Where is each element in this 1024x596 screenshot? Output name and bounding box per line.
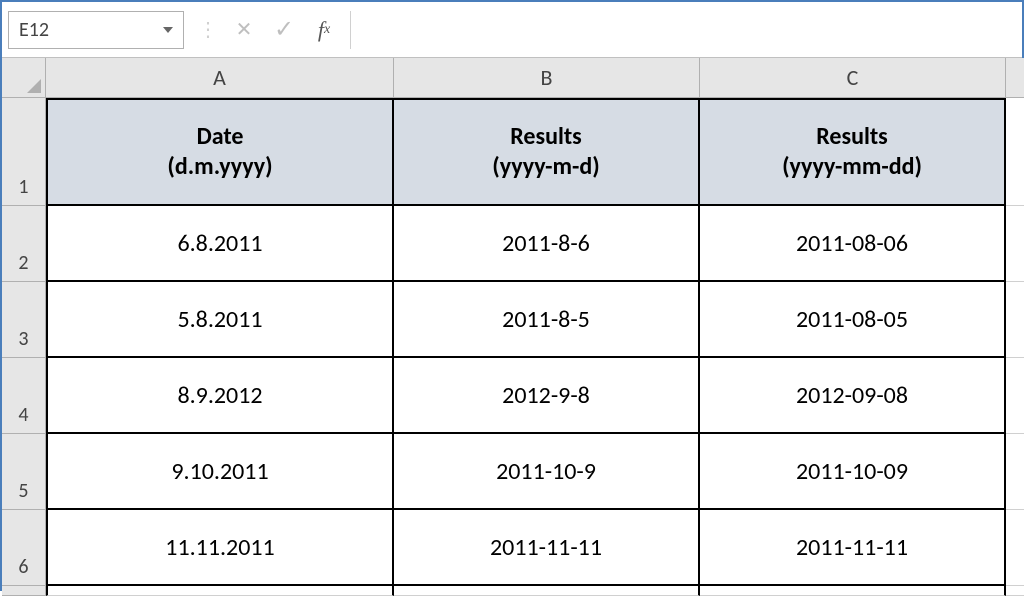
table-header[interactable]: Results (yyyy-mm-dd)	[700, 98, 1006, 206]
table-cell[interactable]: 2011-8-6	[394, 206, 700, 282]
empty-cell	[1006, 510, 1024, 586]
row-head-1[interactable]: 1	[2, 98, 46, 206]
table-header[interactable]: Date (d.m.yyyy)	[46, 98, 394, 206]
fx-icon[interactable]: fx	[304, 11, 344, 49]
spreadsheet-grid: A B C 1 Date (d.m.yyyy) Results (yyyy-m-…	[2, 58, 1022, 596]
chevron-down-icon[interactable]	[163, 27, 173, 33]
table-header[interactable]: Results (yyyy-m-d)	[394, 98, 700, 206]
col-head-extra	[1006, 58, 1024, 98]
row-head-5[interactable]: 5	[2, 434, 46, 510]
empty-cell	[1006, 586, 1024, 596]
separator-icon: ⋮	[198, 17, 218, 42]
table-cell[interactable]: 9.10.2011	[46, 434, 394, 510]
table-cell[interactable]: 2011-10-09	[700, 434, 1006, 510]
col-head-A[interactable]: A	[46, 58, 394, 98]
name-box-value: E12	[19, 18, 49, 42]
table-cell[interactable]: 2011-8-5	[394, 282, 700, 358]
table-cell[interactable]: 2012-9-8	[394, 358, 700, 434]
row-head-3[interactable]: 3	[2, 282, 46, 358]
table-cell[interactable]: 2011-08-06	[700, 206, 1006, 282]
empty-cell	[1006, 434, 1024, 510]
table-cell[interactable]: 2011-08-05	[700, 282, 1006, 358]
name-box[interactable]: E12	[8, 11, 184, 49]
empty-cell[interactable]	[394, 586, 700, 596]
empty-cell	[1006, 98, 1024, 206]
col-head-C[interactable]: C	[700, 58, 1006, 98]
empty-cell	[1006, 206, 1024, 282]
table-cell[interactable]: 6.8.2011	[46, 206, 394, 282]
confirm-icon[interactable]: ✓	[264, 11, 304, 49]
table-cell[interactable]: 2011-11-11	[700, 510, 1006, 586]
row-head-4[interactable]: 4	[2, 358, 46, 434]
row-head-next[interactable]	[2, 586, 46, 596]
col-head-B[interactable]: B	[394, 58, 700, 98]
table-cell[interactable]: 2012-09-08	[700, 358, 1006, 434]
table-cell[interactable]: 2011-10-9	[394, 434, 700, 510]
empty-cell[interactable]	[46, 586, 394, 596]
empty-cell[interactable]	[700, 586, 1006, 596]
table-cell[interactable]: 5.8.2011	[46, 282, 394, 358]
row-head-6[interactable]: 6	[2, 510, 46, 586]
table-cell[interactable]: 2011-11-11	[394, 510, 700, 586]
empty-cell	[1006, 358, 1024, 434]
formula-bar: E12 ⋮ ✕ ✓ fx	[2, 2, 1022, 58]
select-all-corner[interactable]	[2, 58, 46, 98]
cancel-icon[interactable]: ✕	[224, 11, 264, 49]
table-cell[interactable]: 11.11.2011	[46, 510, 394, 586]
formula-input[interactable]	[350, 11, 1016, 49]
empty-cell	[1006, 282, 1024, 358]
row-head-2[interactable]: 2	[2, 206, 46, 282]
table-cell[interactable]: 8.9.2012	[46, 358, 394, 434]
